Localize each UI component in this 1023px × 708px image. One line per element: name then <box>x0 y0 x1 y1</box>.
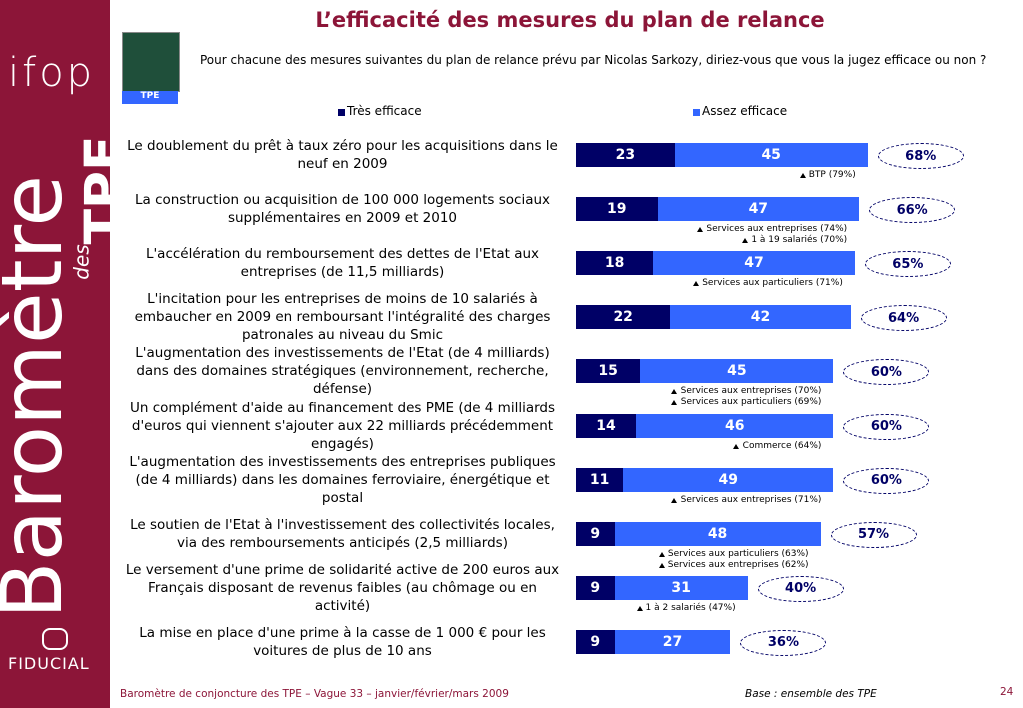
legend-swatch <box>693 109 700 116</box>
bar-segment: 14 <box>576 413 637 438</box>
annotation-marker <box>671 389 678 395</box>
page-number: 24 <box>1000 686 1014 698</box>
bar-label: 49 <box>718 471 739 488</box>
category-label: Le doublement du prêt à taux zéro pour l… <box>127 138 558 172</box>
category-label: L'augmentation des investissements de l'… <box>135 345 550 398</box>
bar-segment: 47 <box>653 251 855 276</box>
category-label: Le soutien de l'Etat à l'investissement … <box>130 516 555 551</box>
total-label: 68% <box>877 143 964 169</box>
bar-label: 15 <box>598 363 618 380</box>
badge: TPE <box>122 91 178 104</box>
bar-segment: 15 <box>576 359 641 384</box>
title: L’efficacité des mesures du plan de rela… <box>315 8 825 32</box>
total-label: 60% <box>843 359 930 386</box>
footer-source: Baromètre de conjoncture des TPE – Vague… <box>120 688 509 700</box>
bar-label: 31 <box>671 579 691 596</box>
bar-label: 48 <box>707 525 728 542</box>
total-label: 65% <box>864 251 951 278</box>
photo <box>122 32 180 92</box>
annotation: Services aux particuliers (63%) <box>667 548 809 559</box>
legend-label: Très efficace <box>347 104 422 118</box>
bar-label: 45 <box>727 363 747 380</box>
category-label: Un complément d'aide au financement des … <box>129 399 556 452</box>
bar-segment: 46 <box>636 413 834 438</box>
bar-segment: 47 <box>657 197 860 222</box>
total-label: 40% <box>757 575 844 602</box>
bar-label: 18 <box>604 255 625 272</box>
annotation: 1 à 2 salariés (47%) <box>645 602 736 613</box>
annotation-marker <box>697 227 704 233</box>
category-label: Le versement d'une prime de solidarité a… <box>125 561 560 614</box>
bar-segment: 45 <box>674 143 868 167</box>
sidebar: ifop Baromètre des TPE FIDUCIAL <box>0 0 135 708</box>
partner: FIDUCIAL <box>8 654 90 673</box>
annotation-marker <box>636 605 643 611</box>
brand-small: des <box>69 244 94 280</box>
annotation: Services aux entreprises (71%) <box>680 494 822 505</box>
bar-segment: 9 <box>576 575 615 600</box>
category-label: La construction ou acquisition de 100 00… <box>134 192 551 227</box>
bar-segment: 18 <box>576 251 654 276</box>
category-label: L'accélération du remboursement des dett… <box>145 246 540 281</box>
bar-label: 9 <box>590 525 601 542</box>
annotation: 1 à 19 salariés (70%) <box>751 235 848 246</box>
annotation-marker <box>671 400 678 406</box>
category-label: L'augmentation des investissements des e… <box>129 453 556 506</box>
annotation-marker <box>742 238 749 244</box>
bar-segment: 9 <box>576 521 615 546</box>
bar-segment: 22 <box>576 305 671 330</box>
bar-label: 47 <box>748 201 769 218</box>
annotation-marker <box>671 497 678 503</box>
bar-segment: 27 <box>614 629 731 654</box>
footer-base: Base : ensemble des TPE <box>745 688 877 700</box>
bar-segment: 49 <box>623 467 834 492</box>
annotation: Commerce (64%) <box>742 440 822 451</box>
bar-segment: 9 <box>576 629 615 654</box>
annotation: Services aux particuliers (69%) <box>680 397 822 408</box>
bar-segment: 45 <box>640 359 834 384</box>
annotation-marker <box>658 562 665 568</box>
bar-segment: 23 <box>576 143 675 167</box>
bar-label: 14 <box>596 417 616 434</box>
annotation-marker <box>733 443 740 449</box>
total-label: 60% <box>843 467 930 494</box>
annotation-marker <box>692 281 699 287</box>
annotation: Services aux particuliers (71%) <box>702 278 843 289</box>
question: Pour chacune des mesures suivantes du pl… <box>200 53 987 67</box>
bar-label: 47 <box>744 255 764 272</box>
total-label: 60% <box>843 413 930 440</box>
bar-label: 9 <box>590 633 601 650</box>
annotation: Services aux entreprises (70%) <box>680 386 822 397</box>
total-label: 64% <box>860 305 947 332</box>
bar-segment: 31 <box>614 575 748 600</box>
bar-segment: 48 <box>614 521 821 546</box>
annotation-marker <box>658 551 665 557</box>
annotation-marker <box>799 173 806 178</box>
category-label: La mise en place d'une prime à la casse … <box>139 624 546 659</box>
bar-label: 46 <box>724 417 745 434</box>
bar-label: 22 <box>613 309 633 326</box>
bar-segment: 19 <box>576 197 658 222</box>
total-label: 57% <box>830 521 917 548</box>
bar-segment: 42 <box>670 305 851 330</box>
bar-label: 45 <box>761 147 781 163</box>
bar-label: 19 <box>607 201 627 218</box>
annotation: BTP (79%) <box>808 170 856 180</box>
partner-icon <box>42 628 68 650</box>
bar-label: 27 <box>662 633 683 650</box>
bar-label: 9 <box>590 579 601 596</box>
total-label: 66% <box>869 197 956 224</box>
annotation: Services aux entreprises (74%) <box>706 224 848 235</box>
legend-swatch <box>338 109 345 116</box>
annotation: Services aux entreprises (62%) <box>667 559 809 570</box>
bar-label: 42 <box>750 309 771 326</box>
legend-label: Assez efficace <box>702 104 788 118</box>
total-label: 36% <box>740 629 827 656</box>
bar-label: 23 <box>615 147 636 163</box>
bar-label: 11 <box>589 471 610 488</box>
logo: ifop <box>8 50 96 96</box>
category-label: L'incitation pour les entreprises de moi… <box>134 291 551 344</box>
bar-segment: 11 <box>576 467 624 492</box>
